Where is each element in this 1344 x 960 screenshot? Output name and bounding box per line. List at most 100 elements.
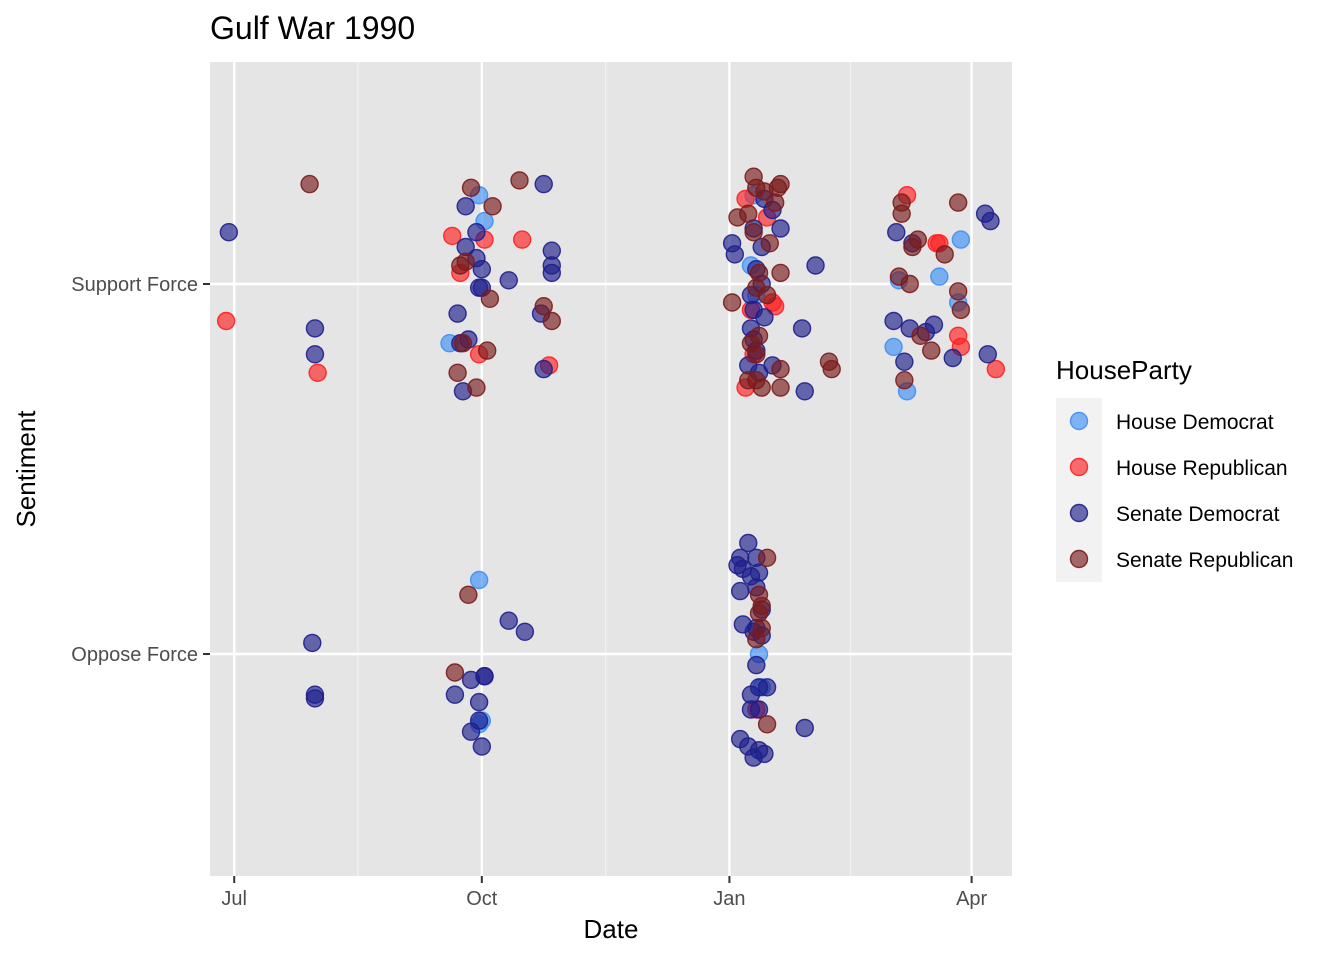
data-point xyxy=(771,219,790,238)
data-point xyxy=(534,359,553,379)
x-tick-label: Apr xyxy=(956,888,987,910)
data-point xyxy=(456,197,475,216)
y-axis-title: Sentiment xyxy=(11,410,41,528)
data-point xyxy=(303,633,322,653)
data-point xyxy=(472,737,492,756)
data-point xyxy=(461,178,481,198)
data-point xyxy=(892,204,911,223)
data-point xyxy=(792,319,812,338)
grid-minor xyxy=(357,62,852,876)
data-point xyxy=(305,689,325,708)
legend-label: Senate Republican xyxy=(1116,549,1293,572)
data-point xyxy=(467,378,486,397)
data-point xyxy=(771,378,790,397)
data-point xyxy=(443,226,462,246)
data-point xyxy=(884,337,903,357)
plot-panel xyxy=(210,62,1012,876)
data-point xyxy=(219,222,239,242)
data-point xyxy=(749,263,769,283)
data-point xyxy=(978,345,997,364)
data-point xyxy=(728,208,747,227)
data-point xyxy=(512,230,532,249)
series-senate-republican xyxy=(300,167,971,734)
data-point xyxy=(308,363,327,382)
data-points xyxy=(216,167,1006,767)
data-point xyxy=(981,211,1000,231)
data-point xyxy=(747,655,766,675)
legend-label: Senate Democrat xyxy=(1116,503,1280,526)
data-point xyxy=(911,326,930,345)
data-point xyxy=(480,289,500,308)
legend-label: House Republican xyxy=(1116,457,1288,480)
data-point xyxy=(499,271,518,290)
legend-key xyxy=(1069,503,1089,523)
data-point xyxy=(765,193,785,212)
data-point xyxy=(922,341,941,360)
x-axis-title: Date xyxy=(584,914,639,944)
data-point xyxy=(534,174,553,194)
x-tick-label: Jan xyxy=(713,888,745,910)
data-point xyxy=(884,311,903,331)
data-point xyxy=(747,345,766,364)
data-point xyxy=(725,245,744,264)
data-point xyxy=(757,678,777,697)
data-point xyxy=(739,533,758,553)
data-point xyxy=(771,359,790,379)
data-point xyxy=(475,667,494,686)
data-point xyxy=(534,297,553,316)
data-point xyxy=(900,274,919,294)
legend: HouseParty House Democrat House Republica… xyxy=(1056,355,1293,582)
data-point xyxy=(459,585,478,604)
data-point xyxy=(300,174,319,194)
data-point xyxy=(448,304,467,323)
data-point xyxy=(752,618,771,638)
data-point xyxy=(467,222,486,242)
data-point xyxy=(951,230,971,249)
data-point xyxy=(951,300,971,320)
data-point xyxy=(757,285,777,305)
x-axis: Jul Oct Jan Apr xyxy=(221,876,988,910)
data-point xyxy=(515,622,535,641)
data-point xyxy=(472,260,492,279)
legend-label: House Democrat xyxy=(1116,411,1274,434)
y-tick-label: Support Force xyxy=(71,274,198,296)
data-point xyxy=(469,570,489,590)
x-tick-label: Jul xyxy=(221,888,247,910)
data-point xyxy=(445,663,465,682)
data-point xyxy=(930,267,949,286)
data-point xyxy=(822,359,841,379)
legend-key xyxy=(1069,411,1089,431)
data-point xyxy=(305,345,325,364)
data-point xyxy=(456,252,475,271)
data-point xyxy=(752,378,771,397)
data-point xyxy=(943,348,962,368)
data-point xyxy=(986,359,1006,379)
data-point xyxy=(895,371,914,390)
data-point xyxy=(461,722,481,741)
data-point xyxy=(887,222,906,242)
data-point xyxy=(510,171,529,190)
data-point xyxy=(771,174,790,194)
data-point xyxy=(445,685,465,704)
data-point xyxy=(448,363,467,382)
data-point xyxy=(728,556,747,575)
data-point xyxy=(478,341,497,360)
data-point xyxy=(806,256,825,275)
data-point xyxy=(757,715,777,734)
data-point xyxy=(749,700,769,719)
legend-key xyxy=(1069,457,1089,477)
data-point xyxy=(935,245,954,264)
data-point xyxy=(948,193,968,212)
data-point xyxy=(903,237,922,257)
data-point xyxy=(795,718,814,738)
data-point xyxy=(744,222,763,242)
data-point xyxy=(305,319,325,338)
data-point xyxy=(948,282,968,301)
data-point xyxy=(216,311,236,331)
data-point xyxy=(755,744,774,764)
y-tick-label: Oppose Force xyxy=(71,644,198,666)
data-point xyxy=(542,263,561,283)
x-tick-label: Oct xyxy=(466,888,498,910)
data-point xyxy=(771,263,790,283)
